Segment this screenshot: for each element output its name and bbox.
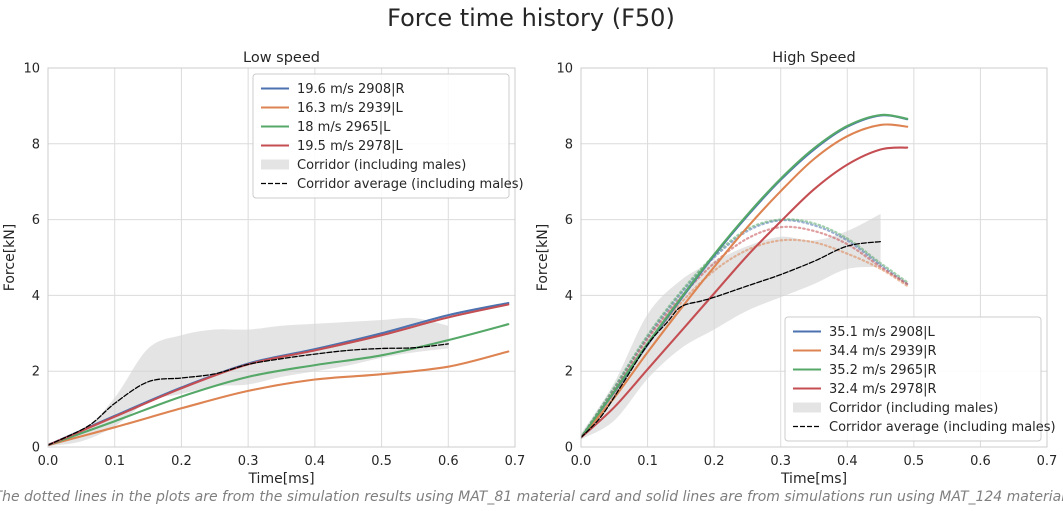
- plot-frame: [580, 67, 1048, 448]
- x-tick-label: 0.4: [837, 454, 858, 469]
- subplot-title: High Speed: [772, 50, 855, 66]
- x-axis-label: Time[ms]: [247, 471, 314, 487]
- x-tick-label: 0.7: [505, 454, 526, 469]
- dotted-series-line: [581, 225, 909, 439]
- x-tick-label: 0.0: [38, 454, 59, 469]
- y-tick-label: 2: [32, 365, 40, 380]
- dotted-series-line: [581, 218, 909, 439]
- y-tick-label: 10: [556, 62, 573, 77]
- y-axis-label: Force[kN]: [2, 224, 18, 291]
- series-line: [48, 350, 510, 447]
- x-tick-label: 0.3: [770, 454, 791, 469]
- legend-patch-swatch: [793, 402, 821, 413]
- x-tick-label: 0.1: [637, 454, 658, 469]
- legend-label: 18 m/s 2965|L: [297, 120, 391, 135]
- x-tick-label: 0.1: [104, 454, 125, 469]
- legend-box: [784, 316, 1042, 442]
- legend-label: 19.5 m/s 2978|L: [297, 139, 403, 154]
- legend-label: 16.3 m/s 2939|L: [297, 101, 403, 116]
- series-line: [581, 113, 909, 439]
- legend: 19.6 m/s 2908|R 16.3 m/s 2939|L 18 m/s 296…: [252, 73, 524, 199]
- y-tick-label: 0: [565, 441, 573, 456]
- y-tick-label: 6: [565, 213, 573, 228]
- y-tick-label: 2: [565, 365, 573, 380]
- x-tick-label: 0.5: [904, 454, 925, 469]
- legend-label: Corridor average (including males): [297, 177, 524, 192]
- plot-content: [48, 301, 510, 447]
- legend-box: [252, 73, 510, 199]
- legend-label: Corridor (including males): [297, 158, 466, 173]
- low-speed-panel: 0.0 0.1 0.2 0.3 0.4 0.5 0.6 0.7 0 2 4 6 8 10 Time[ms] F…: [2, 50, 525, 487]
- corridor-band: [581, 213, 881, 440]
- series-line: [48, 323, 510, 447]
- y-tick-label: 6: [32, 213, 40, 228]
- y-tick-label: 4: [565, 289, 573, 304]
- x-axis-label: Time[ms]: [780, 471, 847, 487]
- y-tick-label: 8: [565, 137, 573, 152]
- figure-title: Force time history (F50): [387, 4, 675, 32]
- legend-label: 35.2 m/s 2965|R: [829, 363, 937, 378]
- legend-label: 32.4 m/s 2978|R: [829, 382, 937, 397]
- series-line: [581, 146, 909, 439]
- legend-label: Corridor average (including males): [829, 420, 1056, 435]
- series-line: [48, 303, 510, 447]
- subplot-title: Low speed: [243, 50, 320, 66]
- y-tick-label: 8: [32, 137, 40, 152]
- series-line: [48, 343, 449, 446]
- legend-label: Corridor (including males): [829, 401, 998, 416]
- y-tick-label: 0: [32, 441, 40, 456]
- x-tick-label: 0.4: [305, 454, 326, 469]
- legend-label: 19.6 m/s 2908|R: [297, 82, 405, 97]
- dotted-series-line: [581, 238, 909, 439]
- y-axis-label: Force[kN]: [535, 224, 551, 291]
- legend-patch-swatch: [261, 159, 289, 170]
- high-speed-panel: 0.0 0.1 0.2 0.3 0.4 0.5 0.6 0.7 0 2 4 6 8 10 Time[ms] F…: [535, 50, 1057, 487]
- plot-content: [581, 113, 909, 440]
- series-line: [581, 240, 882, 439]
- legend-label: 35.1 m/s 2908|L: [829, 325, 935, 340]
- x-tick-label: 0.2: [171, 454, 192, 469]
- x-tick-label: 0.6: [438, 454, 459, 469]
- y-tick-label: 4: [32, 289, 40, 304]
- plot-frame: [47, 67, 516, 448]
- series-line: [581, 123, 909, 439]
- figure-caption: The dotted lines in the plots are from t…: [0, 489, 1063, 505]
- x-tick-label: 0.2: [704, 454, 725, 469]
- x-tick-label: 0.0: [571, 454, 592, 469]
- x-tick-label: 0.7: [1037, 454, 1058, 469]
- y-tick-label: 10: [23, 62, 40, 77]
- x-tick-label: 0.5: [371, 454, 392, 469]
- x-tick-label: 0.3: [238, 454, 259, 469]
- legend: 35.1 m/s 2908|L 34.4 m/s 2939|R 35.2 m/s 2…: [784, 316, 1056, 442]
- x-tick-label: 0.6: [970, 454, 991, 469]
- legend-label: 34.4 m/s 2939|R: [829, 344, 937, 359]
